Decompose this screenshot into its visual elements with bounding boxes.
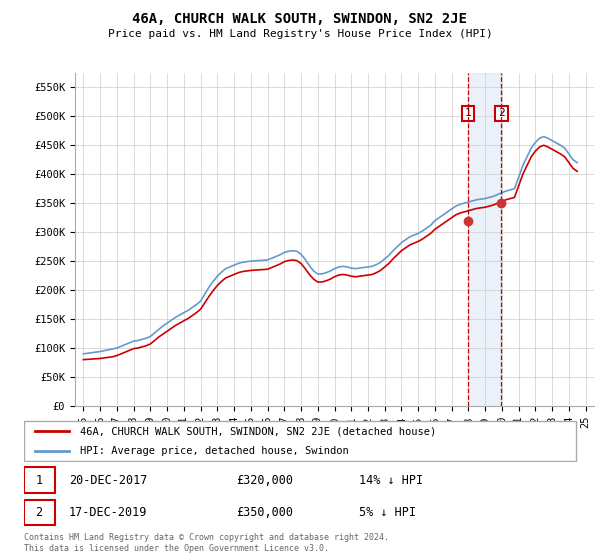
FancyBboxPatch shape: [24, 500, 55, 525]
Text: £350,000: £350,000: [236, 506, 293, 519]
Text: 17-DEC-2019: 17-DEC-2019: [68, 506, 147, 519]
Text: Price paid vs. HM Land Registry's House Price Index (HPI): Price paid vs. HM Land Registry's House …: [107, 29, 493, 39]
Text: 2: 2: [498, 109, 505, 118]
Text: 1: 1: [35, 474, 43, 487]
Text: Contains HM Land Registry data © Crown copyright and database right 2024.
This d: Contains HM Land Registry data © Crown c…: [24, 533, 389, 553]
Text: £320,000: £320,000: [236, 474, 293, 487]
Text: 20-DEC-2017: 20-DEC-2017: [68, 474, 147, 487]
Text: 46A, CHURCH WALK SOUTH, SWINDON, SN2 2JE: 46A, CHURCH WALK SOUTH, SWINDON, SN2 2JE: [133, 12, 467, 26]
Text: 46A, CHURCH WALK SOUTH, SWINDON, SN2 2JE (detached house): 46A, CHURCH WALK SOUTH, SWINDON, SN2 2JE…: [80, 426, 436, 436]
FancyBboxPatch shape: [24, 421, 577, 461]
Bar: [468, 73, 502, 406]
Text: 14% ↓ HPI: 14% ↓ HPI: [359, 474, 423, 487]
Text: 2: 2: [35, 506, 43, 519]
Text: 1: 1: [464, 109, 472, 118]
Text: HPI: Average price, detached house, Swindon: HPI: Average price, detached house, Swin…: [80, 446, 349, 456]
Text: 5% ↓ HPI: 5% ↓ HPI: [359, 506, 416, 519]
FancyBboxPatch shape: [24, 468, 55, 493]
